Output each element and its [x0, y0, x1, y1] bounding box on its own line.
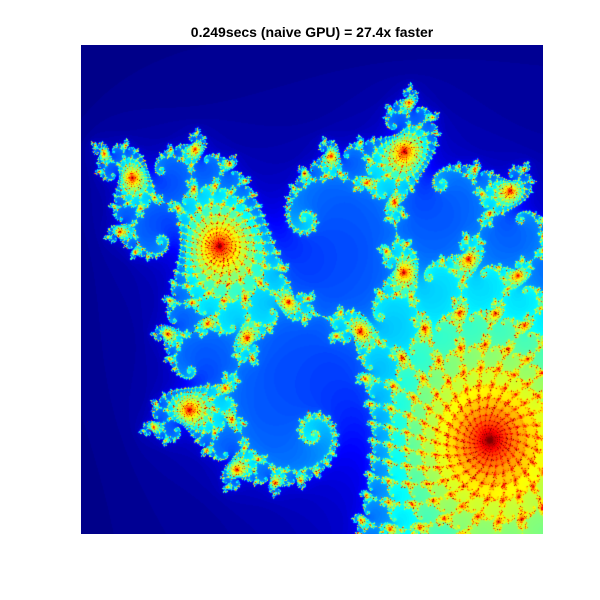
figure-title: 0.249secs (naive GPU) = 27.4x faster — [190, 24, 434, 40]
mandelbrot-image — [81, 45, 543, 534]
